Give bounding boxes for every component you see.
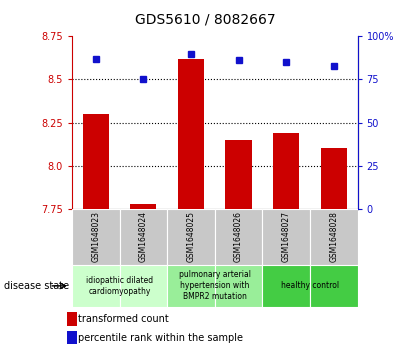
Bar (67, 312, 77, 326)
Text: GSM1648027: GSM1648027 (282, 211, 291, 262)
Bar (310, 209, 358, 265)
Text: idiopathic dilated
cardiomyopathy: idiopathic dilated cardiomyopathy (86, 276, 153, 296)
Text: pulmonary arterial
hypertension with
BMPR2 mutation: pulmonary arterial hypertension with BMP… (179, 270, 251, 301)
Text: percentile rank within the sample: percentile rank within the sample (79, 333, 243, 343)
Bar (262, 265, 310, 307)
Bar (167, 265, 215, 307)
Bar (120, 209, 167, 265)
Text: GSM1648028: GSM1648028 (329, 211, 338, 262)
Bar (226, 140, 252, 209)
Text: disease state: disease state (4, 281, 69, 291)
Text: GSM1648025: GSM1648025 (187, 211, 196, 262)
Bar (72, 265, 120, 307)
Bar (215, 265, 262, 307)
Bar (83, 114, 109, 209)
Bar (130, 204, 157, 209)
Text: GSM1648026: GSM1648026 (234, 211, 243, 262)
Text: healthy control: healthy control (281, 281, 339, 290)
Bar (215, 209, 262, 265)
Text: GDS5610 / 8082667: GDS5610 / 8082667 (135, 13, 276, 27)
Bar (167, 209, 215, 265)
Bar (178, 59, 204, 209)
Text: transformed count: transformed count (79, 314, 169, 324)
Bar (262, 209, 310, 265)
Bar (120, 265, 167, 307)
Text: GSM1648024: GSM1648024 (139, 211, 148, 262)
Bar (321, 148, 347, 209)
Bar (72, 209, 120, 265)
Bar (310, 265, 358, 307)
Bar (273, 133, 299, 209)
Text: GSM1648023: GSM1648023 (91, 211, 100, 262)
Bar (67, 331, 77, 344)
